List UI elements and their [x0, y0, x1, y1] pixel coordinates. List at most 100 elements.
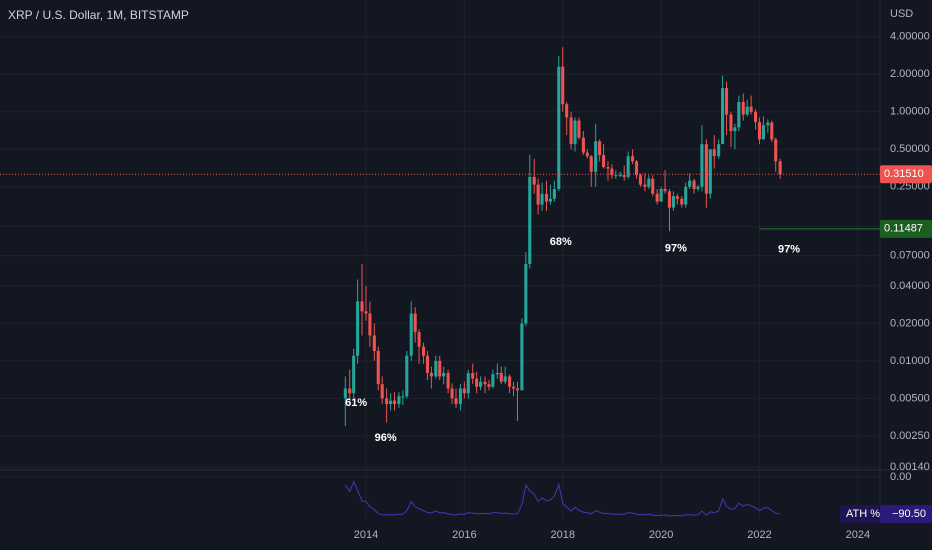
candle-body — [745, 106, 749, 115]
candle-body — [343, 388, 347, 399]
candle-body — [397, 396, 401, 405]
candle-body — [569, 117, 573, 145]
y-tick-label: 4.00000 — [890, 31, 930, 43]
candle-body — [454, 398, 458, 405]
candle-body — [761, 125, 765, 140]
candle-body — [495, 372, 499, 375]
candle-body — [737, 101, 741, 128]
candle-body — [671, 196, 675, 208]
axis-unit: USD — [890, 8, 913, 20]
candle-body — [532, 176, 536, 185]
candle-body — [749, 106, 753, 112]
candle-body — [503, 376, 507, 382]
indicator-tick-label: 0.00 — [890, 471, 911, 483]
candle-body — [385, 398, 389, 405]
candle-body — [348, 388, 352, 394]
y-tick-label: 2.00000 — [890, 68, 930, 80]
candle-body — [450, 388, 454, 399]
candle-body — [389, 400, 393, 405]
candle-body — [631, 156, 635, 162]
candle-body — [520, 323, 524, 391]
y-tick-label: 0.00500 — [890, 392, 930, 404]
candle-body — [757, 121, 762, 140]
candle-body — [581, 137, 585, 153]
candle-body — [352, 355, 356, 394]
annotation: 97% — [665, 242, 687, 254]
candle-body — [552, 188, 556, 199]
x-tick-label: 2024 — [846, 529, 870, 541]
candle-body — [659, 188, 663, 202]
candle-body — [508, 376, 512, 387]
candle-body — [774, 139, 778, 162]
candle-body — [754, 111, 758, 122]
level-label: 0.11487 — [884, 223, 923, 235]
y-tick-label: 1.00000 — [890, 106, 930, 118]
candle-body — [692, 180, 696, 189]
x-tick-label: 2020 — [649, 529, 673, 541]
candle-body — [622, 175, 626, 177]
candle-body — [536, 184, 540, 205]
candle-body — [712, 149, 716, 157]
candle-body — [376, 351, 380, 385]
annotation: 97% — [778, 244, 800, 256]
candle-body — [479, 381, 483, 387]
candle-body — [688, 180, 692, 187]
last-price-badge — [880, 165, 932, 184]
candle-body — [499, 372, 503, 382]
candle-body — [704, 144, 708, 194]
candle-body — [421, 346, 426, 356]
candle-body — [380, 384, 384, 399]
candle-body — [413, 313, 417, 333]
candle-body — [708, 149, 712, 194]
candle-body — [675, 196, 679, 199]
candle-body — [680, 198, 684, 205]
candle-body — [429, 372, 433, 377]
annotation: 61% — [345, 397, 367, 409]
candle-body — [721, 88, 725, 145]
candle-body — [766, 122, 770, 126]
candle-body — [684, 186, 688, 205]
candle-body — [471, 372, 475, 379]
candle-body — [724, 88, 729, 115]
y-tick-label: 0.00250 — [890, 430, 930, 442]
candle-body — [462, 388, 466, 394]
candle-body — [700, 144, 704, 187]
candle-body — [458, 388, 462, 405]
x-tick-label: 2022 — [747, 529, 771, 541]
y-tick-label: 0.02000 — [890, 317, 930, 329]
candle-body — [466, 372, 470, 394]
indicator-name: ATH % — [846, 508, 880, 520]
candle-body — [491, 374, 495, 387]
candle-body — [368, 313, 372, 336]
candle-body — [770, 122, 774, 140]
candle-body — [392, 400, 397, 405]
candle-body — [540, 193, 544, 205]
candle-body — [372, 335, 376, 352]
x-tick-label: 2014 — [354, 529, 378, 541]
last-price-label: 0.31510 — [884, 168, 924, 180]
candle-body — [778, 161, 782, 175]
candle-body — [643, 184, 647, 187]
candle-body — [544, 193, 549, 202]
indicator-name-badge — [840, 505, 880, 524]
indicator-value: −90.50 — [892, 508, 926, 520]
candle-body — [602, 154, 606, 168]
candle-body — [614, 175, 618, 177]
candle-body — [598, 141, 602, 155]
candle-body — [696, 186, 700, 189]
y-tick-label: 0.00140 — [890, 461, 930, 473]
candle-body — [626, 156, 630, 177]
x-tick-label: 2016 — [452, 529, 476, 541]
x-tick-label: 2018 — [550, 529, 574, 541]
candle-body — [557, 66, 561, 189]
candle-body — [606, 167, 610, 169]
candle-body — [561, 66, 565, 105]
y-tick-label: 0.04000 — [890, 280, 930, 292]
candle-body — [663, 188, 667, 192]
candle-body — [585, 152, 589, 157]
candle-body — [573, 120, 577, 145]
annotation: 96% — [375, 432, 397, 444]
candle-body — [438, 360, 442, 377]
candle-body — [655, 193, 659, 202]
